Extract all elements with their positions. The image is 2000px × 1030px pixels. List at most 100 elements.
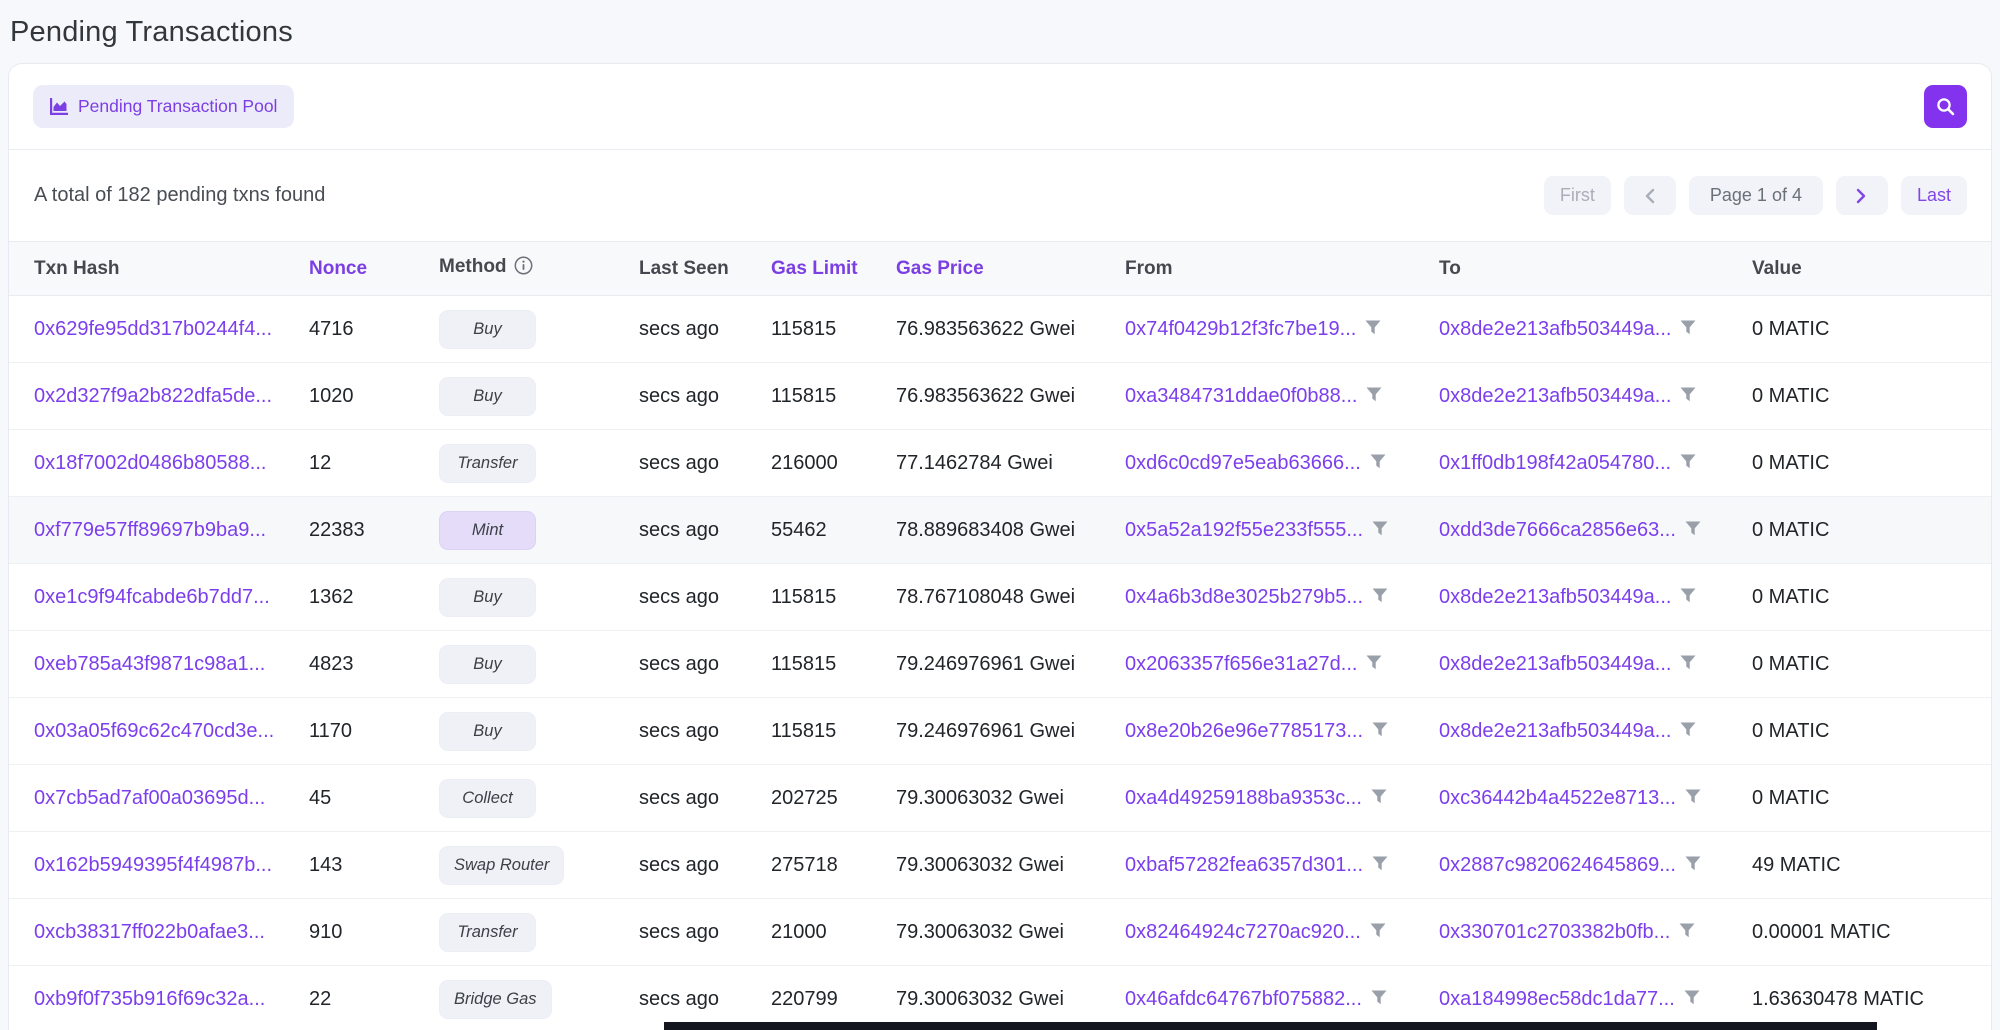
nonce-value: 143 [309,853,343,876]
pagination-prev-button[interactable] [1623,176,1676,215]
info-icon[interactable] [514,256,533,280]
gas-limit-value: 220799 [771,987,838,1010]
gas-price-value: 79.30063032 Gwei [896,786,1064,809]
method-pill: Buy [439,711,536,751]
to-filter-icon[interactable] [1680,720,1696,743]
to-filter-icon[interactable] [1680,586,1696,609]
from-filter-icon[interactable] [1372,586,1388,609]
from-address-link[interactable]: 0x2063357f656e31a27d... [1125,652,1358,675]
from-address-link[interactable]: 0xa3484731ddae0f0b88... [1125,384,1358,407]
nonce-value: 12 [309,451,332,474]
txn-hash-link[interactable]: 0x629fe95dd317b0244f4... [34,317,272,340]
to-filter-icon[interactable] [1685,787,1701,810]
nonce-value: 4823 [309,652,354,675]
txn-hash-link[interactable]: 0x2d327f9a2b822dfa5de... [34,384,272,407]
txn-hash-link[interactable]: 0xb9f0f735b916f69c32a... [34,987,266,1010]
chevron-left-icon [1644,188,1655,204]
to-address-link[interactable]: 0x8de2e213afb503449a... [1439,652,1672,675]
from-filter-icon[interactable] [1372,519,1388,542]
last-seen-value: secs ago [639,987,720,1010]
from-filter-icon[interactable] [1366,385,1382,408]
nonce-value: 910 [309,920,343,943]
header-nonce[interactable]: Nonce [309,257,368,279]
method-pill: Buy [439,644,536,684]
to-address-link[interactable]: 0xc36442b4a4522e8713... [1439,786,1676,809]
to-filter-icon[interactable] [1684,988,1700,1011]
txn-hash-link[interactable]: 0xcb38317ff022b0afae3... [34,920,265,943]
gas-price-value: 78.767108048 Gwei [896,585,1076,608]
method-pill: Bridge Gas [439,979,552,1019]
to-filter-icon[interactable] [1680,452,1696,475]
to-filter-icon[interactable] [1680,653,1696,676]
gas-price-value: 78.889683408 Gwei [896,518,1076,541]
from-address-link[interactable]: 0xa4d49259188ba9353c... [1125,786,1362,809]
txn-hash-link[interactable]: 0xe1c9f94fcabde6b7dd7... [34,585,270,608]
from-address-link[interactable]: 0xd6c0cd97e5eab63666... [1125,451,1361,474]
from-filter-icon[interactable] [1372,854,1388,877]
gas-price-value: 76.983563622 Gwei [896,384,1076,407]
gas-price-value: 79.30063032 Gwei [896,987,1064,1010]
to-address-link[interactable]: 0x1ff0db198f42a054780... [1439,451,1672,474]
txn-hash-link[interactable]: 0x18f7002d0486b80588... [34,451,267,474]
header-gas-limit[interactable]: Gas Limit [771,257,858,279]
to-address-link[interactable]: 0x8de2e213afb503449a... [1439,719,1672,742]
txn-hash-link[interactable]: 0x03a05f69c62c470cd3e... [34,719,275,742]
from-address-link[interactable]: 0x8e20b26e96e7785173... [1125,719,1364,742]
from-address-link[interactable]: 0x46afdc64767bf075882... [1125,987,1362,1010]
from-filter-icon[interactable] [1366,653,1382,676]
to-filter-icon[interactable] [1679,921,1695,944]
nonce-value: 1170 [309,719,353,742]
gas-limit-value: 115815 [771,585,837,608]
to-filter-icon[interactable] [1680,318,1696,341]
from-address-link[interactable]: 0x74f0429b12f3fc7be19... [1125,317,1357,340]
pagination-first-button[interactable]: First [1543,176,1611,215]
to-filter-icon[interactable] [1680,385,1696,408]
from-address-link[interactable]: 0x4a6b3d8e3025b279b5... [1125,585,1364,608]
to-filter-icon[interactable] [1685,519,1701,542]
to-address-link[interactable]: 0x8de2e213afb503449a... [1439,585,1672,608]
last-seen-value: secs ago [639,719,720,742]
header-gas-price[interactable]: Gas Price [896,257,984,279]
last-seen-value: secs ago [639,518,720,541]
to-address-link[interactable]: 0x8de2e213afb503449a... [1439,384,1672,407]
chevron-right-icon [1856,188,1867,204]
header-to: To [1439,257,1461,279]
from-filter-icon[interactable] [1372,720,1388,743]
table-row: 0x629fe95dd317b0244f4... 4716 Buy secs a… [9,295,1991,363]
txn-hash-link[interactable]: 0xeb785a43f9871c98a1... [34,652,266,675]
from-filter-icon[interactable] [1370,452,1386,475]
from-address-link[interactable]: 0xbaf57282fea6357d301... [1125,853,1363,876]
gas-limit-value: 21000 [771,920,827,943]
pending-txns-table: Txn Hash Nonce Method Last Seen Gas Limi… [9,241,1991,1030]
to-address-link[interactable]: 0xa184998ec58dc1da77... [1439,987,1675,1010]
txn-hash-link[interactable]: 0xf779e57ff89697b9ba9... [34,518,267,541]
gas-limit-value: 115815 [771,317,837,340]
pagination-last-button[interactable]: Last [1900,176,1967,215]
last-seen-value: secs ago [639,920,720,943]
to-filter-icon[interactable] [1685,854,1701,877]
pagination: First Page 1 of 4 Last [1543,176,1967,215]
from-address-link[interactable]: 0x5a52a192f55e233f555... [1125,518,1363,541]
from-filter-icon[interactable] [1371,787,1387,810]
txn-hash-link[interactable]: 0x7cb5ad7af00a03695d... [34,786,266,809]
txn-hash-link[interactable]: 0x162b5949395f4f4987b... [34,853,272,876]
header-value: Value [1752,257,1802,279]
value-amount: 0 MATIC [1752,317,1830,340]
from-filter-icon[interactable] [1371,988,1387,1011]
to-address-link[interactable]: 0x2887c9820624645869... [1439,853,1676,876]
summary-row: A total of 182 pending txns found First … [9,150,1991,241]
to-address-link[interactable]: 0xdd3de7666ca2856e63... [1439,518,1676,541]
pagination-next-button[interactable] [1835,176,1888,215]
table-row: 0x162b5949395f4f4987b... 143 Swap Router… [9,831,1991,899]
pending-transaction-pool-button[interactable]: Pending Transaction Pool [33,85,295,128]
to-address-link[interactable]: 0x8de2e213afb503449a... [1439,317,1672,340]
from-address-link[interactable]: 0x82464924c7270ac920... [1125,920,1361,943]
from-filter-icon[interactable] [1365,318,1381,341]
from-filter-icon[interactable] [1370,921,1386,944]
search-button[interactable] [1924,85,1967,128]
gas-limit-value: 115815 [771,384,837,407]
method-pill: Transfer [439,912,536,952]
last-seen-value: secs ago [639,585,720,608]
to-address-link[interactable]: 0x330701c2703382b0fb... [1439,920,1671,943]
total-txns-text: A total of 182 pending txns found [34,184,326,206]
